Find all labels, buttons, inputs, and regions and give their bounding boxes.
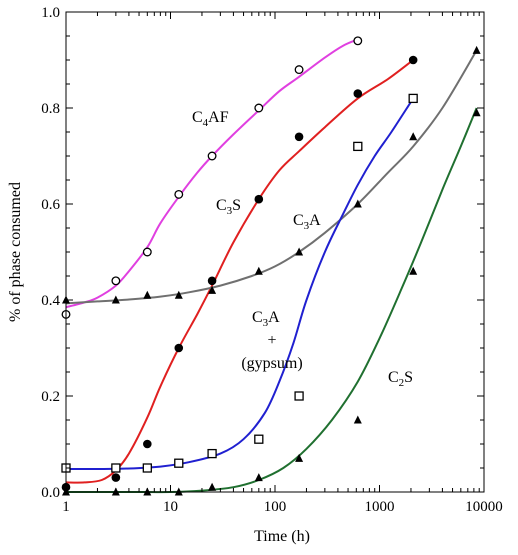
data-point [472,108,481,117]
data-point [111,473,121,482]
x-tick-label: 10 [163,499,178,515]
data-point [174,290,183,299]
data-point [143,439,152,449]
series-label-c3s: C3S [216,197,241,217]
data-point [111,463,121,473]
series-label-gypsum: (gypsum) [241,355,302,372]
y-tick-label: 0.0 [41,485,60,501]
series-label-plus: + [267,332,276,349]
data-point [409,266,418,275]
data-point [409,132,418,141]
series-line-1 [65,59,414,484]
series-label-c4af: C4AF [192,109,229,129]
series-label-c2s: C2S [388,369,413,389]
series-line-2 [65,49,478,305]
y-tick-label: 0.8 [41,101,60,117]
data-point [142,247,152,257]
y-tick-label: 1.0 [41,5,60,21]
series-label-c3a-gypsum: C3A [252,309,280,329]
data-point [254,103,264,113]
data-point [207,276,217,286]
data-point [143,290,152,299]
y-tick-label: 0.4 [41,293,60,309]
data-point [353,199,362,208]
data-point [294,391,304,401]
data-point [208,285,217,294]
data-point [295,247,304,256]
data-point [353,89,363,98]
data-point [254,434,264,444]
x-tick-label: 1 [62,499,70,515]
data-point [408,55,418,65]
data-point [353,36,363,46]
data-point [472,45,481,54]
x-axis-title: Time (h) [254,528,310,545]
data-point [208,482,217,491]
ticks-layer: 1 10 100 1000 10000 0.0 0.2 0.4 0.6 0.8 1.0 [41,5,503,515]
data-point [294,132,304,142]
data-point [174,458,184,468]
data-point [207,448,217,459]
y-tick-label: 0.6 [41,197,60,213]
markers-layer [61,36,481,496]
data-point [254,194,264,204]
data-point [174,343,184,353]
data-point [353,141,363,152]
fit-curves-layer [65,38,478,494]
y-tick-label: 0.2 [41,389,60,405]
plot-frame [65,11,485,493]
x-tick-label: 10000 [465,499,503,515]
data-point [295,453,304,462]
x-tick-label: 100 [264,499,287,515]
data-point [254,266,263,275]
data-point [111,295,120,304]
data-point [142,463,152,473]
data-point [174,189,184,199]
series-label-c3a: C3A [293,212,321,232]
data-point [254,473,263,482]
data-point [207,151,217,161]
series-line-0 [65,38,359,309]
y-axis-title: % of phase consumed [7,182,24,322]
data-point [294,65,304,75]
data-point [408,93,418,104]
data-point [111,276,121,286]
x-tick-label: 1000 [365,499,395,515]
data-point [353,415,362,424]
